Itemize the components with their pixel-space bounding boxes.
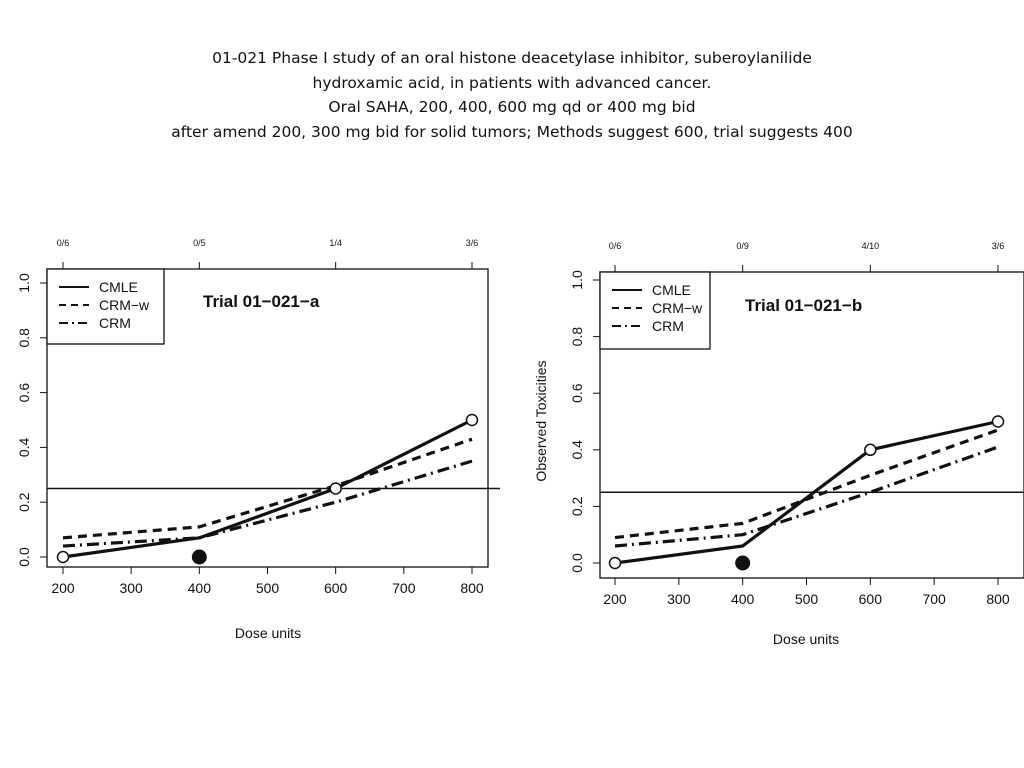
series-line-solid [62, 418, 473, 559]
y-tick-label: 1.0 [569, 270, 585, 290]
series-line-dashed [614, 428, 999, 540]
chart-trial-b: 200 300 400 500 600 700 800 0.0 0.2 0.4 0.6 0.8 1.0 0… [533, 241, 1024, 647]
open-marker [608, 556, 622, 570]
open-marker [864, 443, 877, 457]
open-marker [329, 482, 342, 495]
filled-marker [735, 555, 751, 571]
slide-title-line: hydroxamic acid, in patients with advanc… [312, 73, 712, 92]
legend-box [46, 268, 165, 345]
x-tick-label: 200 [51, 580, 75, 596]
y-tick-label: 0.0 [16, 547, 32, 567]
top-axis-label: 0/6 [609, 241, 622, 251]
x-tick-label: 800 [986, 591, 1010, 607]
legend-label: CRM [99, 315, 131, 331]
slide-title-line: after amend 200, 300 mg bid for solid tu… [171, 122, 853, 141]
plot-frame [599, 271, 1024, 579]
x-axis-title: Dose units [235, 625, 301, 641]
x-tick-label: 400 [188, 580, 212, 596]
x-tick-label: 200 [603, 591, 627, 607]
open-marker [465, 413, 479, 427]
y-tick-label: 0.0 [569, 553, 585, 573]
y-tick-label: 0.6 [569, 383, 585, 403]
y-tick-label: 0.8 [16, 328, 32, 348]
legend-label: CRM−w [652, 300, 703, 316]
series-line-dashdot [614, 445, 999, 548]
top-axis-label: 1/4 [329, 238, 342, 248]
x-tick-label: 500 [795, 591, 819, 607]
series-line-dashed [62, 437, 473, 540]
top-axis-label: 0/5 [193, 238, 206, 248]
x-tick-label: 300 [119, 580, 143, 596]
slide-title-line: Oral SAHA, 200, 400, 600 mg qd or 400 mg… [328, 98, 696, 116]
y-tick-label: 0.4 [569, 440, 585, 460]
y-tick-label: 0.4 [16, 437, 32, 457]
legend-label: CMLE [99, 279, 138, 295]
y-tick-label: 1.0 [16, 273, 32, 293]
filled-marker [191, 549, 207, 565]
top-axis-label: 4/10 [862, 241, 880, 251]
y-tick-label: 0.2 [569, 496, 585, 516]
x-tick-label: 800 [460, 580, 484, 596]
top-axis-label: 0/6 [57, 238, 70, 248]
legend-label: CRM [652, 318, 684, 334]
chart-trial-a: 200 300 400 500 600 700 800 0.0 0.2 0.4 0.6 0.8 1.0 0… [16, 238, 500, 641]
x-tick-label: 400 [731, 591, 755, 607]
top-axis-label: 0/9 [736, 241, 749, 251]
legend-label: CRM−w [99, 297, 150, 313]
x-tick-label: 300 [667, 591, 691, 607]
x-tick-label: 600 [859, 591, 883, 607]
x-tick-label: 500 [256, 580, 280, 596]
x-tick-label: 600 [324, 580, 348, 596]
y-tick-label: 0.2 [16, 492, 32, 512]
top-axis-label: 3/6 [466, 238, 479, 248]
top-axis-label: 3/6 [992, 241, 1005, 251]
x-tick-label: 700 [392, 580, 416, 596]
open-marker [991, 415, 1005, 428]
x-axis-title: Dose units [773, 631, 839, 647]
legend-box [599, 271, 711, 350]
slide-title: 01-021 Phase I study of an oral histone … [0, 46, 1024, 144]
chart-title: Trial 01−021−b [745, 296, 862, 315]
x-tick-label: 700 [922, 591, 946, 607]
y-axis-title: Observed Toxicities [533, 360, 549, 481]
y-tick-label: 0.6 [16, 383, 32, 403]
open-marker [56, 550, 70, 564]
legend-label: CMLE [652, 282, 691, 298]
chart-title: Trial 01−021−a [203, 292, 320, 311]
slide-title-line: 01-021 Phase I study of an oral histone … [212, 49, 812, 67]
y-tick-label: 0.8 [569, 327, 585, 347]
